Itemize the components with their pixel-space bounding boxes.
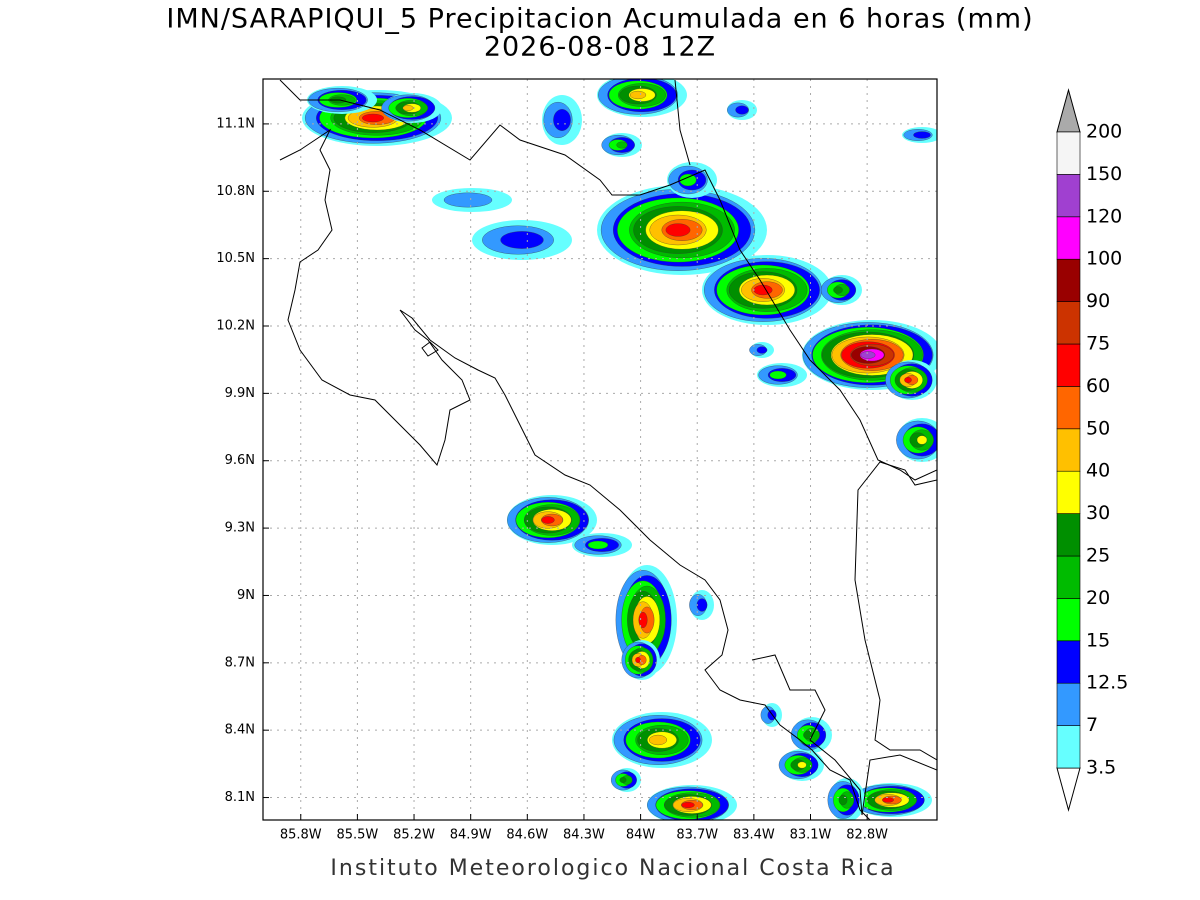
x-tick-label: 84W — [626, 828, 656, 843]
rain-contour — [882, 797, 894, 803]
colorbar: 3.5 7 12.5 15 20 25 30 40 50 60 75 90 100 120 150 200 — [1056, 88, 1128, 812]
rain-contour — [541, 516, 555, 524]
x-tick-label: 85.8W — [280, 828, 322, 843]
title: IMN/SARAPIQUI_5 Precipitacion Acumulada … — [166, 4, 1033, 35]
rain-contour — [553, 109, 571, 131]
colorbar-segment — [1056, 725, 1081, 769]
x-tick-label: 83.7W — [676, 828, 718, 843]
rain-contour — [833, 286, 843, 294]
colorbar-segment — [1056, 598, 1081, 642]
rain-contour — [769, 370, 787, 380]
colorbar-label: 50 — [1086, 417, 1110, 439]
rain-contour — [860, 351, 876, 359]
x-tick-label: 84.6W — [506, 828, 548, 843]
colorbar-label: 150 — [1086, 163, 1122, 185]
colorbar-label: 25 — [1086, 545, 1110, 567]
rain-contour — [587, 540, 609, 550]
colorbar-segment — [1056, 174, 1081, 218]
colorbar-label: 90 — [1086, 290, 1110, 312]
y-tick-label: 10.5N — [216, 251, 255, 266]
colorbar-segment — [1056, 428, 1081, 472]
rain-contour — [679, 173, 697, 187]
colorbar-label: 12.5 — [1086, 672, 1128, 694]
x-tick-label: 82.8W — [846, 828, 888, 843]
rain-contour — [916, 435, 928, 445]
y-tick-label: 10.2N — [216, 319, 255, 334]
colorbar-label: 30 — [1086, 502, 1110, 524]
rain-contour — [619, 777, 627, 783]
colorbar-segment — [1056, 343, 1081, 387]
rain-contour — [616, 141, 628, 149]
y-tick-label: 9N — [237, 588, 255, 603]
rain-contour — [756, 346, 768, 354]
precipitation-field — [302, 79, 937, 820]
colorbar-segment — [1056, 301, 1081, 345]
y-tick-label: 8.7N — [225, 655, 255, 670]
colorbar-segment — [1056, 555, 1081, 599]
rain-contour — [904, 376, 912, 384]
x-tick-label: 85.2W — [393, 828, 435, 843]
x-tick-label: 84.3W — [563, 828, 605, 843]
colorbar-label: 3.5 — [1086, 757, 1116, 779]
colorbar-segment — [1056, 216, 1081, 260]
rain-contour — [362, 113, 384, 123]
border — [751, 654, 937, 816]
colorbar-label: 40 — [1086, 460, 1110, 482]
colorbar-label: 200 — [1086, 121, 1122, 143]
grid — [263, 79, 937, 820]
colorbar-label: 15 — [1086, 629, 1110, 651]
y-tick-label: 9.9N — [225, 386, 255, 401]
rain-contour — [402, 105, 414, 111]
rain-contour — [696, 598, 708, 612]
colorbar-segment — [1056, 640, 1081, 684]
rain-contour — [913, 131, 931, 139]
colorbar-label: 120 — [1086, 205, 1122, 227]
colorbar-segment — [1056, 258, 1081, 302]
coastlines — [279, 79, 937, 820]
rain-contour — [649, 734, 667, 746]
rain-contour — [735, 105, 749, 115]
rain-contour — [753, 284, 773, 296]
colorbar-label: 60 — [1086, 375, 1110, 397]
colorbar-label: 75 — [1086, 333, 1110, 355]
rain-contour — [629, 90, 647, 100]
border — [674, 79, 691, 166]
y-tick-label: 8.4N — [225, 723, 255, 738]
rain-contour — [838, 794, 848, 806]
x-tick-label: 83.1W — [790, 828, 832, 843]
subtitle: 2026-08-08 12Z — [484, 32, 716, 63]
y-tick-label: 11.1N — [216, 116, 255, 131]
colorbar-arrow — [1056, 88, 1081, 133]
coastline — [421, 341, 439, 357]
y-tick-label: 9.3N — [225, 521, 255, 536]
coastline — [854, 461, 937, 761]
x-tick-label: 85.5W — [336, 828, 378, 843]
colorbar-segment — [1056, 513, 1081, 557]
rain-contour — [797, 761, 807, 769]
rain-contour — [638, 611, 648, 629]
y-tick-label: 10.8N — [216, 184, 255, 199]
y-tick-label: 8.1N — [225, 790, 255, 805]
colorbar-arrow — [1056, 767, 1081, 812]
colorbar-label: 100 — [1086, 248, 1122, 270]
x-tick-label: 84.9W — [450, 828, 492, 843]
colorbar-label: 20 — [1086, 587, 1110, 609]
colorbar-segment — [1056, 682, 1081, 726]
border — [279, 79, 937, 481]
colorbar-segment — [1056, 470, 1081, 514]
rain-contour — [635, 656, 641, 664]
rain-contour — [665, 223, 691, 237]
rain-contour — [443, 192, 493, 208]
rain-contour — [681, 801, 695, 809]
y-tick-label: 9.6N — [225, 453, 255, 468]
coastline — [279, 128, 871, 820]
colorbar-segment — [1056, 386, 1081, 430]
map-frame — [262, 78, 938, 821]
x-tick-label: 83.4W — [733, 828, 775, 843]
footer: Instituto Meteorologico Nacional Costa R… — [330, 856, 895, 881]
rain-contour — [500, 231, 544, 249]
colorbar-label: 7 — [1086, 714, 1098, 736]
colorbar-segment — [1056, 131, 1081, 175]
